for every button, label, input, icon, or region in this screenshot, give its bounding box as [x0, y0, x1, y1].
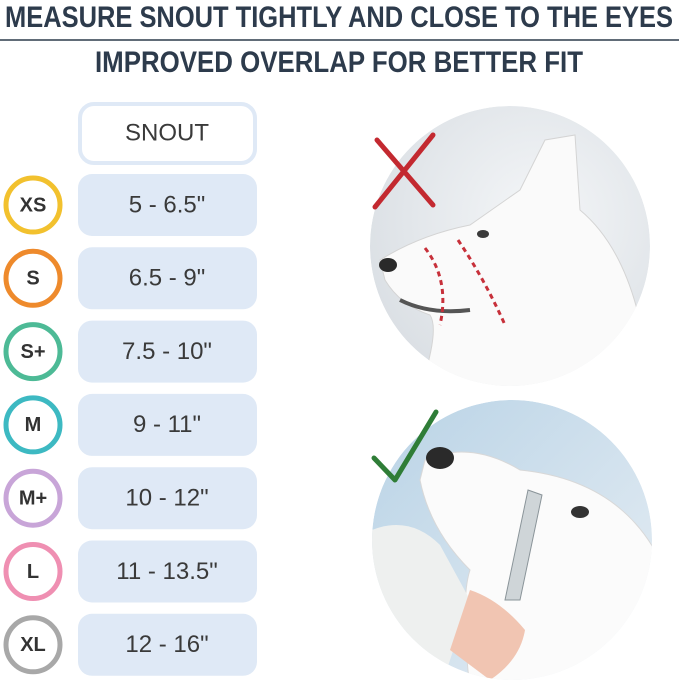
header-cell [78, 102, 257, 165]
column-header: SNOUT [125, 119, 209, 146]
title-line-1: MEASURE SNOUT TIGHTLY AND CLOSE TO THE E… [5, 1, 673, 34]
value-cell [78, 613, 257, 676]
size-label: L [27, 561, 39, 583]
size-label: S+ [20, 341, 45, 363]
correct-photo [372, 400, 652, 680]
value-cell [78, 320, 257, 383]
size-badge [3, 468, 63, 528]
size-label: S [26, 268, 39, 290]
title-line-2: IMPROVED OVERLAP FOR BETTER FIT [95, 46, 583, 79]
size-badge [3, 248, 63, 308]
size-label: XL [20, 634, 46, 656]
snout-range: 11 - 13.5" [116, 558, 217, 585]
value-cell [78, 393, 257, 456]
size-rows: XS 5 - 6.5" S 6.5 - 9" S+ 7.5 - 10" M 9 - 11" M+… [3, 174, 257, 676]
snout-range: 5 - 6.5" [129, 191, 206, 218]
check-icon [371, 409, 439, 483]
snout-range: 7.5 - 10" [122, 338, 212, 365]
snout-range: 12 - 16" [125, 631, 208, 658]
cross-icon [372, 132, 436, 210]
size-badge [3, 615, 63, 675]
size-label: XS [20, 194, 47, 216]
size-label: M+ [19, 487, 47, 509]
snout-range: 10 - 12" [125, 485, 208, 512]
value-cell [78, 174, 257, 236]
snout-range: 6.5 - 9" [129, 265, 206, 292]
value-cell [78, 540, 257, 603]
size-badge [3, 395, 63, 455]
snout-range: 9 - 11" [133, 411, 201, 438]
size-badge [3, 175, 63, 235]
size-label: M [25, 414, 42, 436]
wrong-photo [370, 106, 650, 386]
size-badge [3, 542, 63, 601]
value-cell [78, 247, 257, 310]
size-badge [3, 322, 63, 382]
value-cell [78, 467, 257, 530]
